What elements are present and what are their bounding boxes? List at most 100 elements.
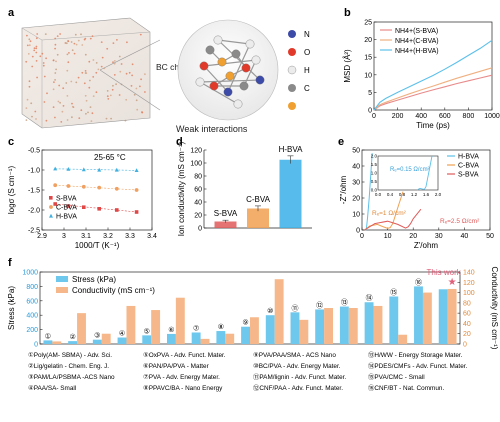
x-tick-label: 0 [372, 113, 376, 120]
atom-dot [85, 112, 87, 115]
stress-bar [315, 309, 325, 344]
atom-dot [56, 53, 59, 56]
atom-dot [90, 120, 93, 122]
reference-marker: ⑭ [366, 294, 373, 302]
inset-y-tick-label: 1.5 [371, 162, 378, 167]
atom [209, 81, 219, 91]
data-point [82, 205, 86, 209]
atom [231, 49, 241, 59]
y2-tick-label: 0 [463, 342, 467, 349]
atom-dot [84, 53, 87, 56]
legend-label: NH4+(C-BVA) [395, 38, 439, 45]
atom-dot [130, 85, 133, 87]
atom-dot [73, 42, 76, 45]
atom [213, 35, 223, 45]
atom-dot [135, 87, 138, 90]
y-axis-label: Ion conductivity (mS cm⁻¹) [177, 141, 186, 236]
bar-label: H-BVA [279, 145, 304, 154]
atom-dot [34, 110, 37, 113]
conductivity-bar [175, 297, 185, 344]
atom-dot [136, 108, 139, 111]
zoom-line [99, 39, 161, 71]
atom-dot [100, 41, 103, 43]
bar [214, 221, 237, 228]
atom [245, 39, 255, 49]
atom-dot [52, 88, 55, 91]
atom-dot [42, 62, 45, 64]
atom-dot [67, 61, 70, 64]
inset-x-tick-label: 0.4 [387, 192, 394, 197]
reference-entry: ⑫CNF/PAA - Adv. Funct. Mater. [253, 384, 343, 392]
y-tick-label: 25 [364, 20, 372, 27]
reference-entry: ⑯CNF/BT - Nat. Commun. [368, 384, 444, 392]
atom-dot [77, 39, 80, 42]
data-point [114, 186, 119, 191]
legend-swatch [56, 276, 68, 282]
atom-dot [83, 38, 86, 41]
panel-label-f: f [8, 257, 12, 269]
this-work-label: This work [427, 268, 462, 277]
stress-bar [241, 326, 250, 344]
atom-dot [118, 55, 121, 58]
bar [279, 159, 302, 228]
atom-dot [106, 90, 109, 92]
atom [195, 77, 205, 87]
reference-marker: ⑯ [415, 278, 422, 286]
atom-dot [113, 62, 116, 65]
atom-dot [67, 40, 70, 43]
reference-entry: ⑮PVA/CMC - Small [368, 373, 425, 381]
atom-dot [73, 52, 76, 55]
atom-dot [80, 109, 83, 112]
atom-dot [92, 95, 95, 97]
atom-dot [116, 39, 118, 41]
atom-dot [28, 80, 31, 83]
atom [225, 71, 235, 81]
conductivity-bar [52, 341, 62, 344]
y-tick-label: 20 [194, 213, 202, 220]
atom-dot [144, 91, 146, 93]
panel-label-d: d [176, 136, 183, 148]
nyquist-curve [364, 208, 422, 231]
data-point [134, 168, 139, 172]
inset-x-tick-label: 1.6 [423, 192, 430, 197]
y-axis-label: -Z''/ohm [339, 175, 348, 204]
y-tick-label: 200 [26, 327, 38, 334]
reference-entry: ⑤OxPVA - Adv. Funct. Mater. [143, 352, 226, 359]
atom-dot [62, 105, 65, 107]
atom-dot [35, 47, 38, 50]
stress-bar [43, 340, 53, 344]
atom-dot [113, 60, 116, 62]
atom-dot [65, 42, 68, 45]
y-tick-label: 5 [368, 90, 372, 97]
atom [205, 45, 215, 55]
temperature-range: 25-65 °C [94, 153, 126, 162]
conductivity-bar [77, 313, 86, 344]
data-point [97, 185, 102, 190]
atom-dot [131, 63, 134, 66]
reference-entry: ⑥PAN/PA/PVA - Matter [143, 363, 210, 370]
atom-dot [100, 65, 103, 68]
atom-dot [88, 86, 91, 89]
chart-e: 0 10 20 30 40 50 0 10 20 30 40 50 H-BVA C-BVA S-BVA 0.0… [339, 148, 494, 251]
y-tick-label: -0.5 [28, 148, 40, 155]
atom-dot [71, 116, 73, 119]
conductivity-bar [348, 308, 358, 344]
atom-dot [110, 117, 112, 120]
reference-marker: ⑩ [267, 307, 273, 315]
x-axis-label: 1000/T (K⁻¹) [75, 241, 120, 250]
reference-entry: ①Poly(AM- SBMA) - Adv. Sci. [28, 352, 112, 359]
data-point [115, 208, 119, 212]
atom-dot [35, 37, 38, 40]
atom-dot [85, 99, 88, 102]
x-tick-label: 2.9 [37, 233, 47, 240]
atom [251, 55, 261, 65]
data-point [114, 167, 119, 172]
atom-dot [59, 101, 61, 104]
atom-dot [60, 121, 63, 123]
atom-dot [41, 52, 44, 55]
bar-label: C-BVA [246, 195, 271, 204]
atom-dot [92, 76, 95, 78]
atom-c-label: C [304, 84, 310, 93]
atom-dot [35, 51, 38, 54]
atom-dot [120, 63, 123, 65]
